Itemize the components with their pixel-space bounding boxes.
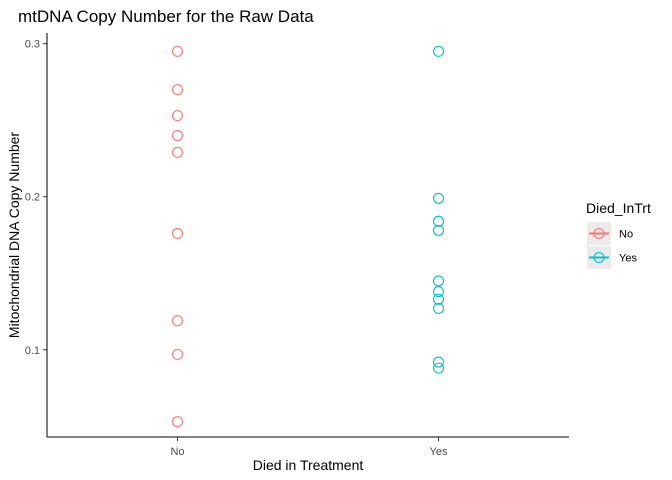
legend: Died_InTrt No Yes <box>586 200 651 269</box>
x-tick-label: Yes <box>430 446 448 458</box>
legend-label: Yes <box>619 253 637 265</box>
x-axis-title: Died in Treatment <box>253 457 364 473</box>
legend-key-marker <box>593 251 605 264</box>
data-point-no <box>171 45 184 57</box>
legend-key-marker <box>593 227 605 240</box>
chart-title: mtDNA Copy Number for the Raw Data <box>18 7 314 26</box>
data-point-yes <box>432 302 445 315</box>
y-ticks: 0.1 0.2 0.3 <box>25 39 47 357</box>
data-point-no <box>171 227 184 240</box>
data-point-no <box>171 84 184 96</box>
y-tick-label: 0.3 <box>25 39 40 51</box>
legend-item-no: No <box>587 222 633 245</box>
data-point-no <box>171 315 184 327</box>
data-point-yes <box>432 215 445 227</box>
legend-title: Died_InTrt <box>586 200 651 216</box>
data-point-yes <box>432 45 445 57</box>
data-point-no <box>171 129 184 142</box>
data-point-yes <box>432 286 445 298</box>
plot-area: 0.1 0.2 0.3 No Yes <box>25 33 569 458</box>
legend-item-yes: Yes <box>587 246 637 269</box>
x-ticks: No Yes <box>170 437 448 458</box>
data-point-no <box>171 110 184 122</box>
legend-items: No Yes <box>587 222 637 269</box>
data-point-yes <box>432 224 445 236</box>
legend-label: No <box>619 229 633 241</box>
data-point-yes <box>432 356 445 368</box>
data-point-yes <box>432 362 445 374</box>
y-tick-label: 0.1 <box>25 345 40 357</box>
data-point-no <box>171 416 184 428</box>
y-tick-label: 0.2 <box>25 192 40 204</box>
data-point-yes <box>432 192 445 204</box>
data-point-yes <box>432 275 445 287</box>
data-point-yes <box>432 293 445 305</box>
data-point-no <box>171 348 184 360</box>
data-points <box>171 45 445 428</box>
y-axis-title: Mitochondrial DNA Copy Number <box>6 132 22 339</box>
x-tick-label: No <box>170 446 184 458</box>
data-point-no <box>171 146 184 158</box>
